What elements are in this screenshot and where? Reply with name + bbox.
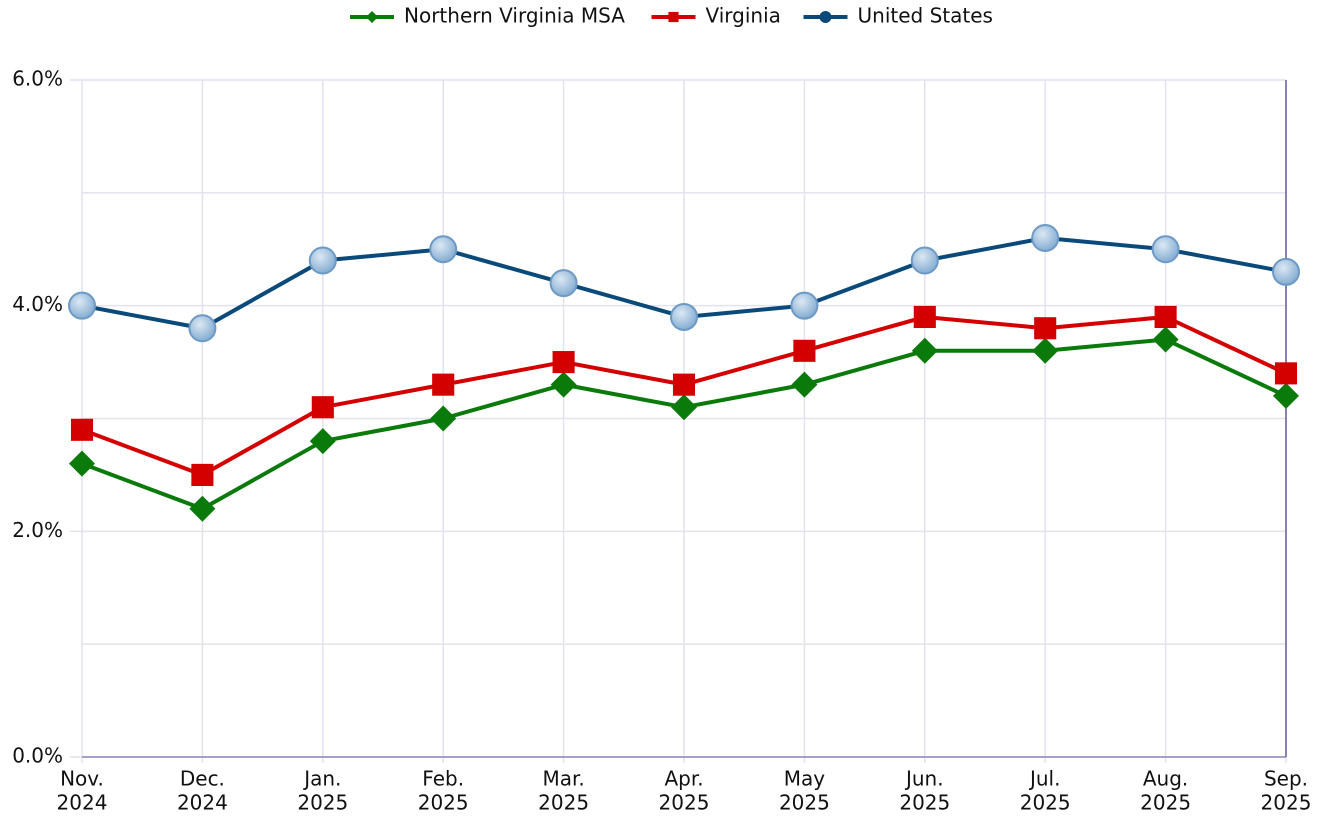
legend-marker (668, 11, 679, 23)
x-tick-label: 2025 (1140, 791, 1191, 815)
marker (69, 450, 95, 477)
y-tick-label: 4.0% (12, 292, 63, 316)
legend-marker (819, 11, 832, 23)
marker (672, 373, 696, 396)
marker (1272, 257, 1300, 286)
x-tick-label: 2025 (1261, 791, 1312, 815)
marker (70, 418, 94, 441)
marker (790, 291, 819, 320)
x-tick-label: 2025 (899, 791, 950, 815)
marker (910, 246, 939, 275)
legend-label: Northern Virginia MSA (404, 4, 625, 28)
marker (1273, 382, 1299, 409)
marker (189, 495, 216, 522)
marker (670, 302, 698, 331)
marker (188, 314, 217, 343)
y-tick-label: 2.0% (12, 518, 63, 542)
marker (911, 337, 938, 364)
marker (793, 339, 816, 362)
marker (432, 373, 455, 396)
marker (308, 246, 337, 275)
x-tick-label: 2025 (779, 791, 830, 815)
x-tick-label: 2025 (418, 791, 469, 815)
x-tick-label: Aug. (1143, 767, 1188, 791)
marker (1032, 337, 1059, 364)
x-tick-label: 2024 (177, 791, 228, 815)
x-tick-label: Dec. (180, 767, 225, 791)
marker (191, 463, 214, 486)
marker (1031, 223, 1060, 252)
marker (1154, 305, 1177, 328)
x-tick-label: Feb. (422, 767, 464, 791)
x-tick-label: May (784, 767, 826, 791)
marker (311, 396, 334, 419)
marker (552, 351, 575, 374)
marker (791, 371, 818, 398)
legend-label: Virginia (706, 4, 781, 28)
y-tick-label: 6.0% (12, 67, 63, 91)
x-tick-label: Mar. (542, 767, 584, 791)
x-tick-label: 2025 (1020, 791, 1071, 815)
x-tick-label: 2025 (659, 791, 710, 815)
x-tick-label: Apr. (664, 767, 703, 791)
x-tick-label: Nov. (60, 767, 104, 791)
x-tick-label: Jul. (1028, 767, 1061, 791)
marker (430, 405, 457, 432)
marker (309, 428, 336, 455)
x-tick-label: 2025 (297, 791, 348, 815)
marker (1274, 362, 1298, 385)
x-tick-label: 2024 (57, 791, 108, 815)
marker (429, 235, 458, 264)
x-tick-label: Sep. (1264, 767, 1308, 791)
marker (550, 371, 577, 398)
marker (1152, 326, 1179, 353)
marker (913, 305, 936, 328)
x-tick-label: Jun. (904, 767, 944, 791)
marker (68, 291, 96, 320)
y-tick-label: 0.0% (12, 744, 63, 768)
legend-label: United States (858, 4, 993, 28)
x-tick-label: Jan. (302, 767, 341, 791)
marker (1034, 317, 1057, 340)
marker (671, 394, 697, 421)
x-tick-label: 2025 (538, 791, 589, 815)
legend-marker (366, 11, 378, 23)
marker (549, 269, 578, 298)
marker (1151, 235, 1180, 264)
